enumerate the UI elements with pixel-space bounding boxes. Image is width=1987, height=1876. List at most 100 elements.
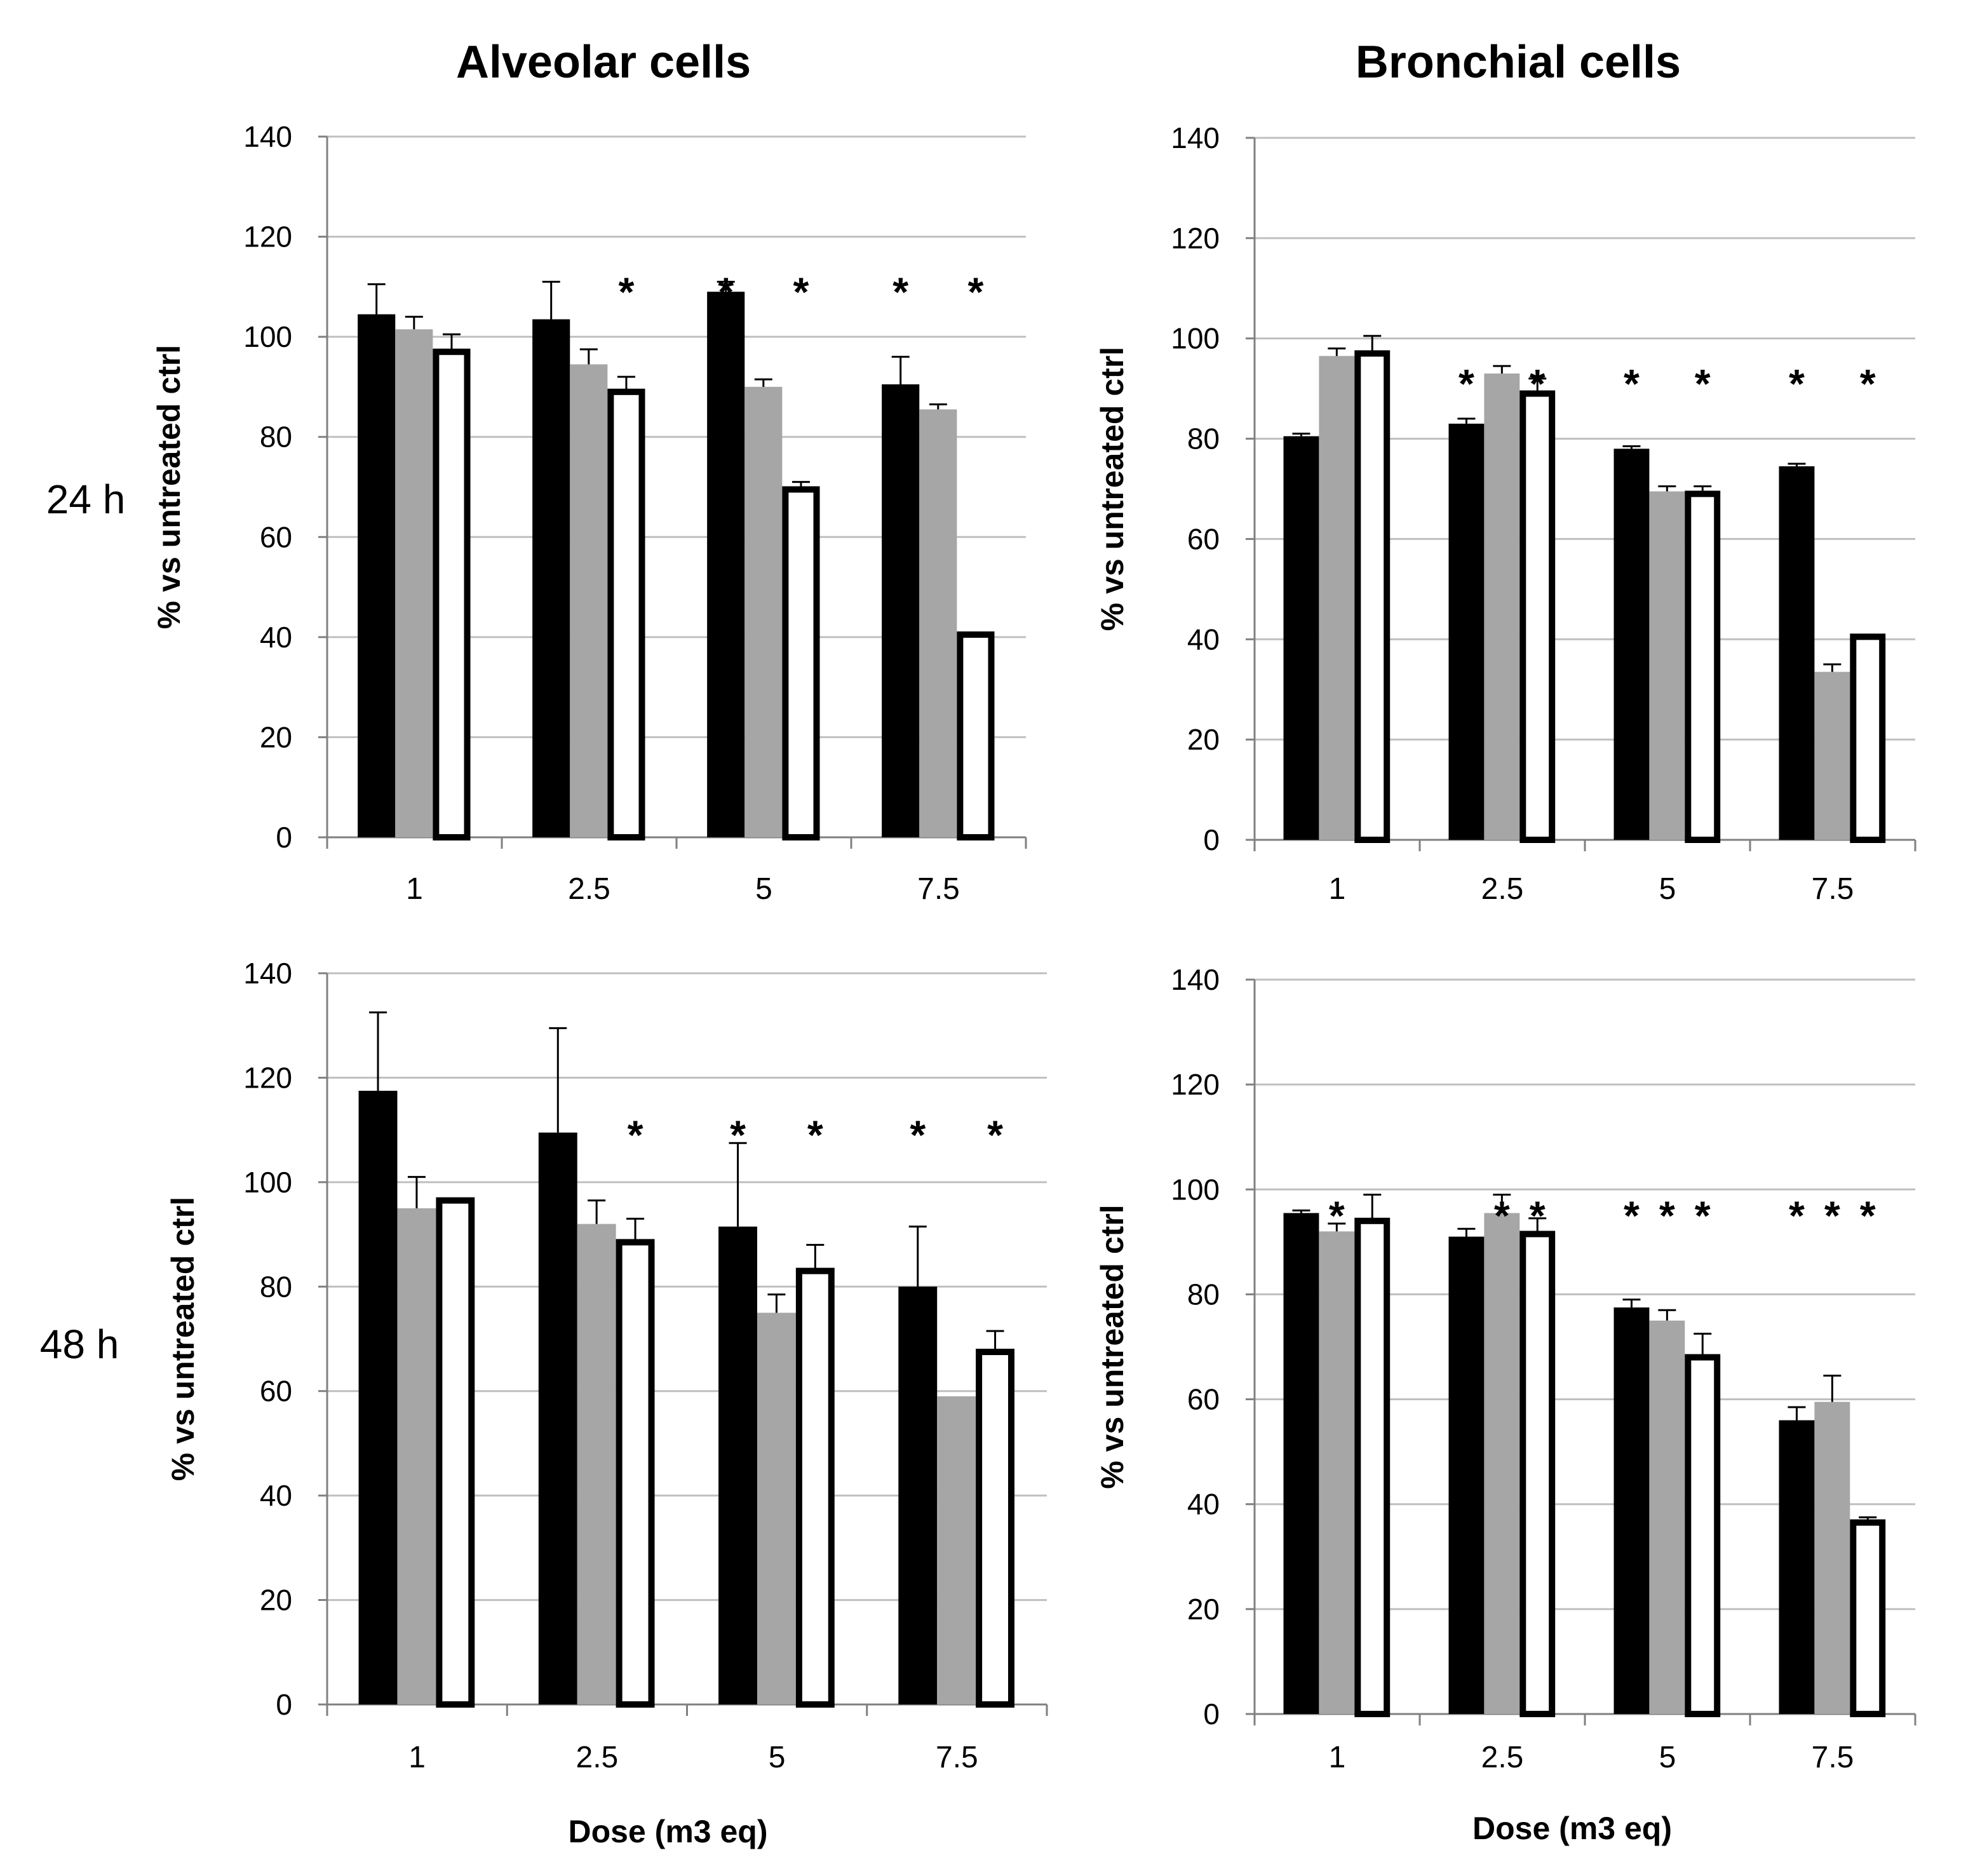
y-axis-label: % vs untreated ctrl <box>1095 1205 1130 1488</box>
y-tick-label: 120 <box>243 220 292 253</box>
x-category-label: 2.5 <box>568 872 610 906</box>
y-tick-label: 0 <box>276 1688 292 1721</box>
x-category-label: 5 <box>1659 872 1676 906</box>
y-tick-label: 140 <box>1171 121 1220 154</box>
y-tick-label: 20 <box>260 1584 292 1617</box>
bar-gray <box>1319 356 1355 840</box>
bar-gray <box>1484 373 1520 840</box>
x-category-label: 2.5 <box>1481 1741 1524 1774</box>
y-tick-label: 40 <box>1187 623 1220 656</box>
bar-black <box>707 292 745 837</box>
bar-gray <box>1649 1320 1685 1714</box>
y-tick-label: 40 <box>260 621 292 654</box>
bar-gray <box>1319 1231 1355 1714</box>
column-title-alveolar: Alveolar cells <box>456 37 751 88</box>
significance-star: * <box>1695 1192 1711 1238</box>
significance-star: * <box>892 269 908 314</box>
significance-star: * <box>730 1112 746 1158</box>
y-tick-label: 120 <box>1171 222 1220 255</box>
y-tick-label: 20 <box>1187 723 1220 756</box>
significance-star: * <box>967 269 983 314</box>
significance-star: * <box>618 269 634 314</box>
bar-white <box>1354 1217 1391 1718</box>
chart-panel-bronchial-48h: 0 20 40 60 80 100 120 140 1 2.5 5 7.5 * * * * * * * * * % vs … <box>1095 963 1916 1846</box>
x-category-label: 7.5 <box>917 872 960 906</box>
y-axis-label: % vs untreated ctrl <box>165 1197 201 1481</box>
bar-black <box>898 1286 938 1704</box>
x-axis-label: Dose (m3 eq) <box>1472 1811 1672 1846</box>
bar-black <box>718 1226 757 1704</box>
bar-gray <box>919 409 957 837</box>
significance-star: * <box>1789 1192 1805 1238</box>
row-label-48h: 48 h <box>40 1321 119 1367</box>
bar-white <box>436 1197 475 1708</box>
significance-star: * <box>1824 1192 1840 1238</box>
x-axis-label: Dose (m3 eq) <box>569 1814 768 1849</box>
bar-white <box>1850 1519 1886 1717</box>
significance-star: * <box>1624 1192 1640 1238</box>
row-label-24h: 24 h <box>46 476 126 522</box>
bar-gray <box>757 1313 796 1704</box>
significance-star: * <box>1860 361 1876 407</box>
y-tick-label: 100 <box>1171 322 1220 355</box>
y-tick-label: 100 <box>243 1166 292 1199</box>
significance-star: * <box>1494 1192 1510 1238</box>
bar-black <box>1448 1236 1485 1714</box>
bar-white <box>616 1239 655 1708</box>
significance-star: * <box>1329 1192 1345 1238</box>
significance-star: * <box>1789 361 1805 407</box>
y-tick-label: 80 <box>260 1270 292 1303</box>
bar-black <box>358 314 396 837</box>
significance-star: * <box>793 269 809 314</box>
bar-gray <box>744 386 783 837</box>
significance-star: * <box>1458 361 1474 407</box>
y-tick-label: 60 <box>1187 1383 1220 1416</box>
bar-black <box>538 1132 577 1704</box>
y-tick-label: 140 <box>1171 963 1220 996</box>
bar-black <box>1613 449 1650 840</box>
bar-gray <box>1814 1401 1850 1714</box>
significance-star: * <box>910 1112 926 1158</box>
y-tick-label: 0 <box>1203 823 1220 856</box>
bar-white <box>782 486 820 840</box>
x-category-label: 7.5 <box>936 1741 978 1774</box>
significance-star: * <box>1695 361 1711 407</box>
bar-gray <box>397 1208 436 1704</box>
bar-black <box>532 319 570 837</box>
x-category-label: 7.5 <box>1812 872 1854 906</box>
significance-star: * <box>807 1112 823 1158</box>
significance-star: * <box>1860 1192 1876 1238</box>
significance-star: * <box>1530 361 1546 407</box>
y-tick-label: 20 <box>260 720 292 753</box>
y-tick-label: 0 <box>276 821 292 854</box>
bar-black <box>882 384 920 837</box>
x-category-label: 5 <box>755 872 772 906</box>
significance-star: * <box>1624 361 1640 407</box>
y-tick-label: 100 <box>1171 1173 1220 1206</box>
chart-panel-bronchial-24h: 0 20 40 60 80 100 120 140 1 2.5 5 7.5 * * * * * * % vs unt… <box>1095 121 1916 906</box>
significance-star: * <box>1659 1192 1675 1238</box>
y-axis-label: % vs untreated ctrl <box>1095 347 1130 631</box>
bar-gray <box>1484 1213 1520 1714</box>
bar-black <box>1779 466 1815 840</box>
y-tick-label: 60 <box>260 520 292 553</box>
bar-black <box>1448 423 1485 840</box>
bar-black <box>1779 1420 1815 1714</box>
x-category-label: 1 <box>1329 872 1346 906</box>
bar-white <box>795 1267 835 1708</box>
x-category-label: 2.5 <box>1481 872 1524 906</box>
bar-gray <box>395 329 433 837</box>
bar-white <box>1850 633 1886 843</box>
bar-black <box>358 1090 398 1704</box>
x-category-label: 1 <box>1329 1741 1346 1774</box>
y-tick-label: 120 <box>243 1061 292 1094</box>
bar-white <box>957 631 995 840</box>
significance-star: * <box>987 1112 1003 1158</box>
bar-white <box>1685 490 1721 843</box>
bar-gray <box>577 1224 616 1704</box>
bar-white <box>1519 390 1556 843</box>
bar-gray <box>1814 671 1850 840</box>
significance-star: * <box>1530 1192 1546 1238</box>
y-tick-label: 60 <box>260 1375 292 1408</box>
